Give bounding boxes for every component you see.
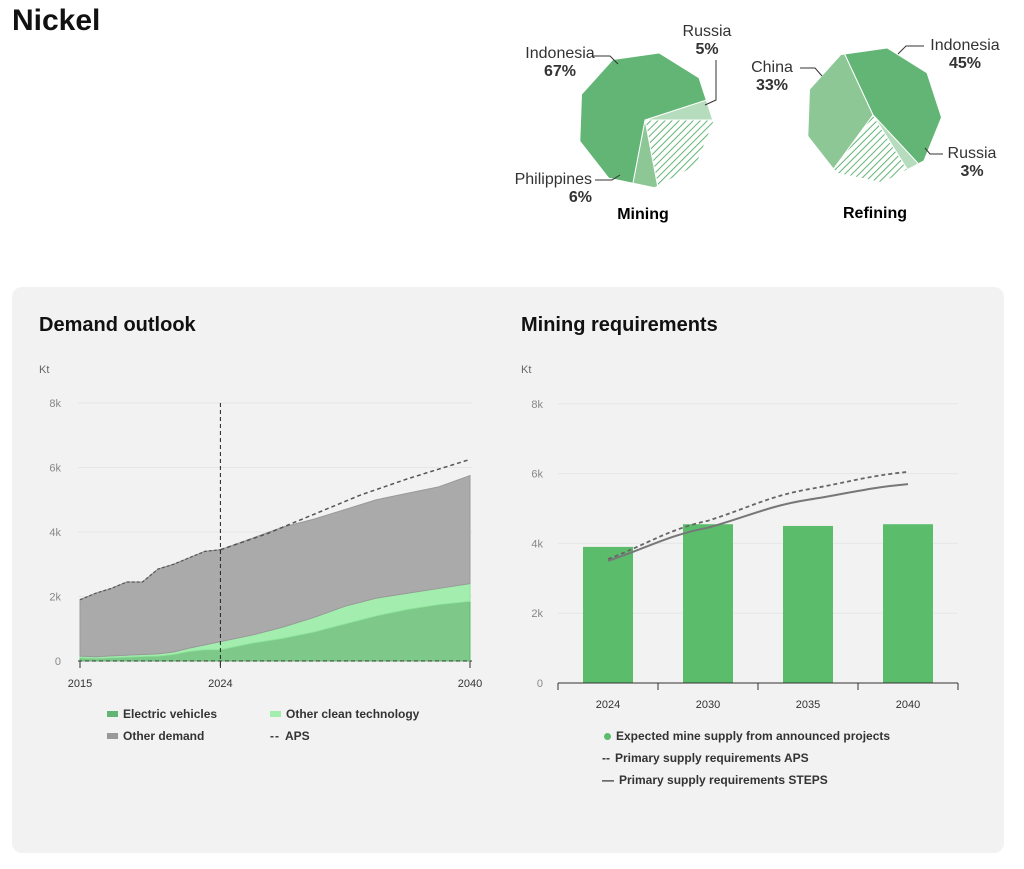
x-tick: 2040: [458, 678, 482, 690]
y-unit: Kt: [521, 364, 531, 376]
pie-title: Mining: [617, 206, 669, 223]
legend-ev: Electric vehicles: [107, 707, 217, 721]
dashed-line-icon: --: [602, 751, 610, 765]
solid-line-icon: —: [602, 773, 614, 787]
leader-line: [924, 147, 943, 155]
slice-value: 67%: [544, 63, 576, 80]
slice-name: Indonesia: [525, 45, 594, 62]
legend-label: Primary supply requirements STEPS: [619, 773, 828, 787]
share-pies: Russia5%Philippines6%Indonesia67%MiningI…: [515, 23, 1000, 223]
legend-label: Electric vehicles: [123, 707, 218, 721]
supply-bar: [883, 524, 933, 683]
ev-swatch-icon: [107, 711, 118, 717]
y-tick: 4k: [531, 538, 543, 550]
y-tick: 8k: [531, 399, 543, 411]
legend-clean: Other clean technology: [270, 707, 419, 721]
aps-requirement-line: [607, 470, 909, 560]
y-tick: 4k: [49, 527, 61, 539]
slice-name: China: [751, 59, 793, 76]
supply-bar: [583, 546, 633, 683]
mining-title: Mining requirements: [521, 314, 718, 336]
leader-line: [800, 67, 823, 77]
slice-name: Russia: [683, 23, 732, 40]
slice-value: 5%: [695, 41, 718, 58]
legend-steps-req: — Primary supply requirements STEPS: [602, 773, 828, 787]
pie-title: Refining: [843, 205, 907, 222]
clean-swatch-icon: [270, 711, 281, 717]
legend-supply: Expected mine supply from announced proj…: [604, 729, 890, 743]
dashed-line-icon: --: [270, 729, 280, 743]
historical-dashed-line: [79, 549, 221, 601]
y-tick: 0: [55, 656, 61, 668]
leader-line: [595, 174, 621, 181]
legend-aps-req: -- Primary supply requirements APS: [602, 751, 809, 765]
slice-value: 3%: [960, 163, 983, 180]
aps-line: [220, 458, 471, 551]
pie-mining: [580, 53, 713, 188]
demand-title: Demand outlook: [39, 314, 196, 336]
x-tick: 2035: [796, 699, 820, 711]
legend-label: Other clean technology: [286, 707, 420, 721]
legend-label: Expected mine supply from announced proj…: [616, 729, 891, 743]
legend-aps: -- APS: [270, 729, 310, 743]
pie-slice-philippines: [629, 119, 661, 188]
slice-name: Philippines: [515, 171, 592, 188]
slice-value: 45%: [949, 55, 981, 72]
slice-value: 6%: [569, 189, 592, 206]
leader-line: [592, 55, 619, 65]
y-tick: 0: [537, 678, 543, 690]
dot-icon: [604, 732, 611, 740]
supply-bar: [783, 525, 833, 683]
other-swatch-icon: [107, 733, 118, 739]
x-tick: 2040: [896, 699, 920, 711]
legend-label: APS: [285, 729, 310, 743]
x-tick: 2024: [208, 678, 232, 690]
supply-bar: [683, 524, 733, 683]
y-tick: 6k: [49, 463, 61, 475]
leader-line: [704, 60, 717, 106]
legend-other: Other demand: [107, 729, 204, 743]
x-tick: 2024: [596, 699, 620, 711]
legend-label: Other demand: [123, 729, 205, 743]
legend-label: Primary supply requirements APS: [615, 751, 809, 765]
x-tick: 2015: [68, 678, 92, 690]
steps-requirement-line: [607, 483, 909, 562]
y-tick: 2k: [49, 592, 61, 604]
y-tick: 6k: [531, 469, 543, 481]
y-tick: 8k: [49, 398, 61, 410]
x-tick: 2030: [696, 699, 720, 711]
slice-value: 33%: [756, 77, 788, 94]
y-tick: 2k: [531, 608, 543, 620]
slice-name: Russia: [948, 145, 997, 162]
leader-line: [897, 45, 924, 55]
page-title: Nickel: [12, 4, 101, 37]
slice-name: Indonesia: [930, 37, 999, 54]
y-unit: Kt: [39, 364, 49, 376]
